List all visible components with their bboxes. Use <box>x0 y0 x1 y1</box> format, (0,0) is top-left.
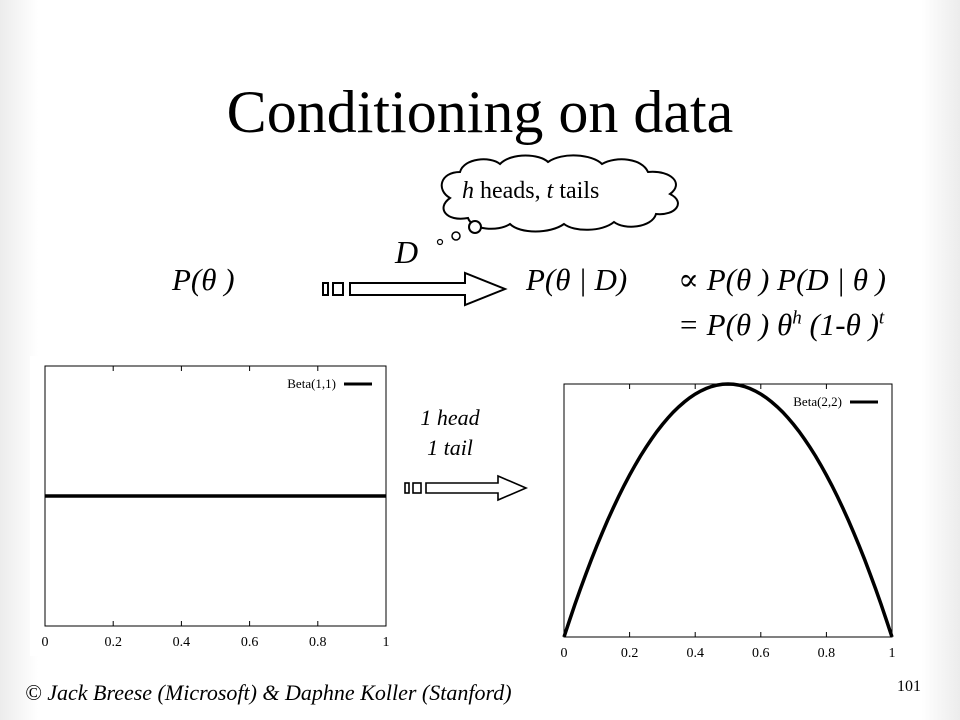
x-tick-label: 1 <box>889 646 896 661</box>
x-tick-label: 0.4 <box>686 646 704 661</box>
thought-dot-medium <box>451 231 461 241</box>
annotation-heads: 1 head <box>420 405 480 430</box>
legend-label: Beta(2,2) <box>793 394 842 409</box>
prior-expression: P(θ ) <box>172 262 235 297</box>
equality-expression: = P(θ ) θh (1-θ )t <box>678 307 884 343</box>
x-tick-label: 0.8 <box>818 646 836 661</box>
x-tick-label: 0.6 <box>241 635 259 650</box>
x-tick-label: 0 <box>561 646 568 661</box>
x-tick-label: 0.6 <box>752 646 770 661</box>
prior-plot-panel: 0 0.2 0.4 0.6 0.8 1 Beta(1,1) <box>30 356 398 656</box>
update-arrow-large <box>322 271 508 307</box>
x-tick-label: 1 <box>383 635 390 650</box>
update-arrow-small <box>404 474 529 502</box>
thought-dot-small <box>436 238 444 246</box>
x-tick-label: 0.4 <box>173 635 191 650</box>
thought-dot-large <box>468 220 482 234</box>
series-line <box>562 382 894 638</box>
x-tick-label: 0.2 <box>621 646 639 661</box>
legend-label: Beta(1,1) <box>287 376 336 391</box>
thought-h: h <box>462 178 474 204</box>
thought-text: h heads, t tails <box>462 178 599 205</box>
proportional-expression: ∝ P(θ ) P(D | θ ) <box>678 262 887 297</box>
slide-title: Conditioning on data <box>226 79 734 145</box>
x-tick-label: 0.8 <box>309 635 327 650</box>
equality-mid: (1-θ ) <box>801 307 879 342</box>
thought-heads: heads, <box>474 178 547 204</box>
thought-tails: tails <box>553 178 600 204</box>
x-tick-label: 0.2 <box>104 635 122 650</box>
equality-base: = P(θ ) θ <box>678 307 793 342</box>
data-symbol: D <box>395 234 419 270</box>
thought-bubble <box>440 154 679 233</box>
beta-2-2-chart: 0 0.2 0.4 0.6 0.8 1 Beta(2,2) <box>561 382 896 661</box>
posterior-plot-panel: 0 0.2 0.4 0.6 0.8 1 Beta(2,2) <box>535 365 910 661</box>
thought-cloud-graphic <box>436 154 679 246</box>
page-number: 101 <box>897 678 921 695</box>
exponent-h: h <box>792 307 802 329</box>
x-tick-label: 0 <box>42 635 49 650</box>
annotation-tails: 1 tail <box>427 435 473 460</box>
credit-line: © Jack Breese (Microsoft) & Daphne Kolle… <box>25 680 512 705</box>
posterior-expression: P(θ | D) <box>526 262 628 297</box>
thought-t: t <box>546 178 554 204</box>
beta-1-1-chart: 0 0.2 0.4 0.6 0.8 1 Beta(1,1) <box>42 365 390 650</box>
exponent-t: t <box>878 307 885 329</box>
